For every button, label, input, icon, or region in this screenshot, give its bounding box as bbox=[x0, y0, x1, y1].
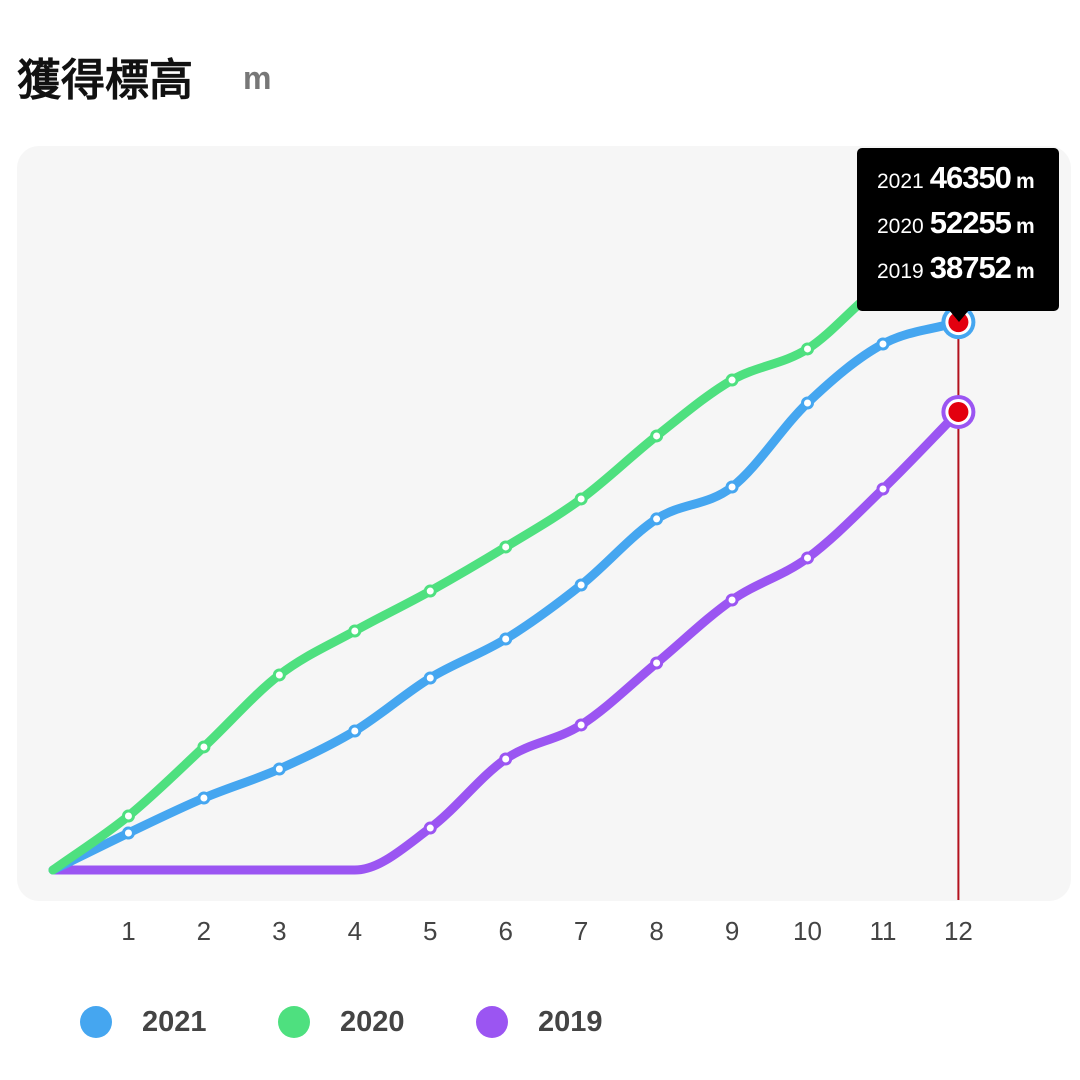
series-line-2020 bbox=[48, 247, 963, 875]
legend-item-2019[interactable]: 2019 bbox=[476, 1000, 603, 1044]
data-point-2021 bbox=[725, 480, 739, 494]
data-point-2021 bbox=[650, 512, 664, 526]
data-point-2019 bbox=[499, 752, 513, 766]
data-point-2021 bbox=[801, 396, 814, 410]
data-point-2019 bbox=[876, 482, 890, 496]
tooltip-year: 2020 bbox=[877, 215, 924, 238]
data-point-2021 bbox=[272, 762, 286, 776]
x-tick-label: 9 bbox=[725, 916, 739, 946]
data-point-2019 bbox=[574, 718, 588, 732]
tooltip-pointer bbox=[949, 310, 969, 322]
tooltip-unit: m bbox=[1015, 260, 1035, 283]
data-point-2021 bbox=[121, 826, 135, 840]
legend-item-2020[interactable]: 2020 bbox=[278, 1000, 405, 1044]
tooltip: 2021 46350 m 2020 52255 m 2019 38752 m bbox=[857, 148, 1059, 322]
data-point-2021 bbox=[574, 578, 588, 592]
data-point-2020 bbox=[499, 540, 513, 554]
data-point-2020 bbox=[574, 492, 588, 506]
tooltip-value: 52255 bbox=[929, 205, 1012, 240]
data-point-2020 bbox=[650, 429, 664, 443]
legend-item-2021[interactable]: 2021 bbox=[80, 1000, 207, 1044]
data-point-2020 bbox=[725, 373, 739, 387]
legend-swatch bbox=[80, 1006, 112, 1038]
data-point-2021 bbox=[197, 791, 211, 805]
tooltip-row-2021: 2021 46350 m bbox=[877, 160, 1035, 200]
data-point-2019 bbox=[801, 551, 814, 565]
legend: 2021 2020 2019 bbox=[0, 1000, 1080, 1044]
data-point-2020 bbox=[348, 624, 362, 638]
data-point-2019 bbox=[650, 656, 664, 670]
data-point-2020 bbox=[197, 740, 211, 754]
x-tick-label: 7 bbox=[574, 916, 588, 946]
tooltip-row-2020: 2020 52255 m bbox=[877, 205, 1035, 245]
data-point-2019 bbox=[423, 821, 437, 835]
data-point-2020 bbox=[121, 809, 135, 823]
x-tick-label: 12 bbox=[944, 916, 973, 946]
tooltip-value: 38752 bbox=[929, 250, 1012, 285]
page-title: 獲得標高 bbox=[17, 55, 193, 106]
data-point-2021 bbox=[423, 671, 437, 685]
legend-label: 2020 bbox=[340, 1005, 405, 1038]
x-tick-label: 10 bbox=[793, 916, 822, 946]
x-tick-label: 11 bbox=[869, 916, 896, 946]
x-tick-label: 8 bbox=[649, 916, 663, 946]
data-point-2021 bbox=[499, 632, 513, 646]
x-tick-label: 2 bbox=[197, 916, 211, 946]
data-point-2021 bbox=[348, 724, 362, 738]
legend-label: 2021 bbox=[142, 1005, 207, 1038]
tooltip-row-2019: 2019 38752 m bbox=[877, 250, 1035, 290]
tooltip-year: 2021 bbox=[877, 170, 924, 193]
data-point-2021 bbox=[876, 337, 890, 351]
tooltip-unit: m bbox=[1015, 170, 1035, 193]
data-point-2019 bbox=[725, 593, 739, 607]
tooltip-unit: m bbox=[1015, 215, 1035, 238]
unit-label: m bbox=[243, 60, 272, 96]
selected-point-marker bbox=[948, 401, 969, 422]
x-tick-label: 3 bbox=[272, 916, 286, 946]
series-line-2021 bbox=[48, 317, 963, 875]
legend-swatch bbox=[278, 1006, 310, 1038]
series-line-2019 bbox=[48, 407, 963, 875]
x-tick-label: 5 bbox=[423, 916, 437, 946]
data-point-2020 bbox=[801, 342, 814, 356]
x-tick-label: 1 bbox=[121, 916, 135, 946]
tooltip-year: 2019 bbox=[877, 260, 924, 283]
legend-swatch bbox=[476, 1006, 508, 1038]
tooltip-value: 46350 bbox=[929, 160, 1012, 195]
x-tick-label: 4 bbox=[348, 916, 362, 946]
data-point-2020 bbox=[423, 584, 437, 598]
x-tick-label: 6 bbox=[498, 916, 512, 946]
data-point-2020 bbox=[272, 668, 286, 682]
legend-label: 2019 bbox=[538, 1005, 603, 1038]
